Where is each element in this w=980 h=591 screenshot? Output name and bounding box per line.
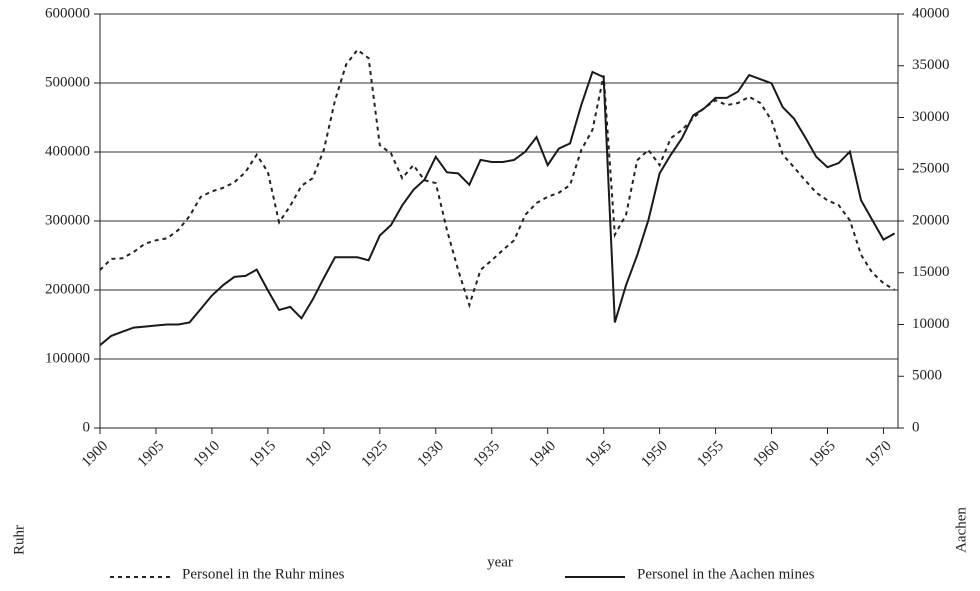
x-tick-label: 1920 bbox=[303, 438, 336, 471]
x-tick-label: 1955 bbox=[694, 438, 727, 471]
x-tick-label: 1950 bbox=[638, 438, 671, 471]
y2-tick-label: 25000 bbox=[912, 161, 950, 177]
y-tick-label: 0 bbox=[83, 419, 91, 435]
y2-tick-label: 5000 bbox=[912, 368, 942, 384]
y-axis-label: Ruhr bbox=[11, 525, 27, 555]
x-tick-label: 1905 bbox=[135, 438, 168, 471]
x-tick-label: 1900 bbox=[79, 438, 112, 471]
y2-tick-label: 35000 bbox=[912, 57, 950, 73]
y-tick-label: 200000 bbox=[45, 281, 90, 297]
y2-tick-label: 40000 bbox=[912, 5, 950, 21]
y2-axis-label: Aachen bbox=[953, 507, 969, 553]
x-tick-label: 1970 bbox=[862, 438, 895, 471]
y-tick-label: 600000 bbox=[45, 5, 90, 21]
x-tick-label: 1910 bbox=[191, 438, 224, 471]
x-tick-label: 1965 bbox=[806, 438, 839, 471]
x-tick-label: 1930 bbox=[414, 438, 447, 471]
legend-label: Personel in the Ruhr mines bbox=[182, 566, 345, 582]
line-series bbox=[99, 48, 896, 309]
x-tick-label: 1915 bbox=[247, 438, 280, 471]
y-tick-label: 400000 bbox=[45, 143, 90, 159]
x-tick-label: 1945 bbox=[582, 438, 615, 471]
x-tick-label: 1935 bbox=[470, 438, 503, 471]
y-tick-label: 500000 bbox=[45, 74, 90, 90]
y2-tick-label: 30000 bbox=[912, 109, 950, 125]
y2-tick-label: 15000 bbox=[912, 264, 950, 280]
y-tick-label: 100000 bbox=[45, 350, 90, 366]
x-tick-label: 1925 bbox=[359, 438, 392, 471]
y-tick-label: 300000 bbox=[45, 212, 90, 228]
line-series bbox=[99, 70, 896, 346]
y2-tick-label: 20000 bbox=[912, 212, 950, 228]
x-tick-label: 1940 bbox=[526, 438, 559, 471]
legend-label: Personel in the Aachen mines bbox=[637, 566, 815, 582]
y2-tick-label: 0 bbox=[912, 419, 920, 435]
y2-tick-label: 10000 bbox=[912, 316, 950, 332]
x-axis-label: year bbox=[487, 554, 513, 570]
x-tick-label: 1960 bbox=[750, 438, 783, 471]
